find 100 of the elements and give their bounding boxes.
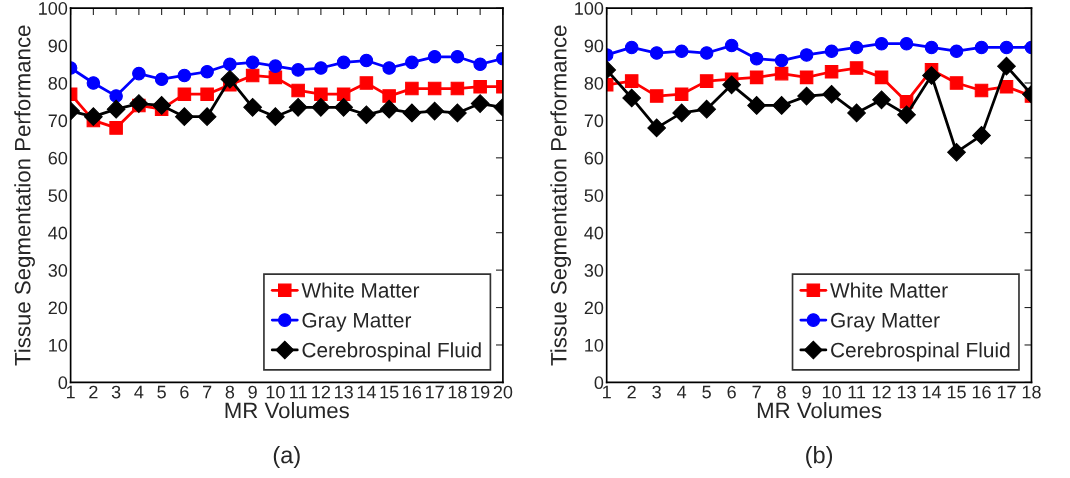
point — [949, 76, 964, 90]
x-tick-label: 20 — [493, 385, 513, 399]
x-tick-label: 5 — [702, 385, 711, 399]
x-tick-label: 18 — [1022, 385, 1041, 399]
point — [649, 89, 664, 103]
point — [314, 61, 328, 75]
point — [872, 90, 891, 110]
point — [266, 107, 285, 127]
point — [268, 59, 283, 73]
point — [674, 87, 689, 101]
x-tick-label: 16 — [972, 385, 991, 399]
y-tick-label: 60 — [48, 151, 68, 165]
y-tick-label: 80 — [48, 76, 68, 90]
point — [132, 66, 146, 81]
x-tick-label: 11 — [848, 385, 866, 399]
x-tick-label: 15 — [947, 385, 966, 399]
point — [425, 101, 444, 121]
point — [197, 107, 217, 127]
legend-label: Gray Matter — [831, 312, 940, 332]
text: (b) — [806, 446, 833, 469]
x-tick-label: 17 — [425, 385, 444, 399]
x-tick-label: 8 — [777, 385, 786, 399]
point — [797, 86, 816, 106]
point — [624, 40, 639, 55]
point — [223, 57, 237, 72]
point — [699, 74, 714, 88]
point — [772, 96, 791, 115]
x-tick-label: 13 — [334, 385, 353, 399]
point — [245, 55, 260, 70]
point — [314, 87, 328, 101]
legend-label: Cerebrospinal Fluid — [831, 342, 1010, 362]
x-tick-label: 19 — [471, 385, 490, 399]
point — [175, 107, 194, 127]
legend-label: Cerebrospinal Fluid — [302, 342, 481, 362]
x-tick-label: 3 — [111, 385, 121, 399]
point — [129, 94, 149, 113]
point — [699, 46, 714, 60]
x-tick-label: 2 — [89, 385, 98, 399]
legend-label: Gray Matter — [302, 312, 412, 332]
point — [997, 56, 1016, 76]
point — [200, 87, 214, 101]
x-tick-label: 3 — [652, 385, 661, 399]
point — [649, 46, 664, 60]
point — [177, 87, 192, 101]
point — [382, 61, 396, 75]
x-tick-label: 18 — [448, 385, 467, 399]
point — [824, 44, 839, 58]
point — [245, 68, 260, 83]
x-tick-label: 4 — [134, 385, 144, 399]
point — [874, 36, 889, 51]
y-tick-label: 0 — [594, 376, 604, 390]
point — [450, 50, 465, 64]
y-tick-label: 100 — [575, 2, 604, 15]
y-tick-label: 40 — [48, 226, 68, 240]
point — [622, 88, 642, 108]
x-tick-label: 7 — [752, 385, 761, 399]
point — [109, 121, 123, 135]
point — [336, 87, 351, 101]
y-tick-label: 90 — [48, 39, 68, 53]
point — [473, 79, 487, 94]
x-tick-label: 12 — [872, 385, 891, 399]
text: (a) — [273, 446, 300, 469]
x-tick-label: 16 — [403, 385, 422, 399]
x-tick-label: 6 — [180, 385, 189, 399]
point — [473, 57, 487, 72]
y-tick-label: 0 — [58, 376, 68, 390]
y-tick-label: 10 — [585, 338, 604, 352]
y-tick-label: 60 — [584, 151, 604, 165]
x-tick-label: 14 — [357, 385, 376, 399]
y-tick-label: 100 — [39, 2, 68, 15]
x-tick-label: 17 — [997, 385, 1016, 399]
point — [379, 99, 399, 119]
point — [774, 53, 789, 68]
point — [427, 81, 442, 96]
point — [288, 97, 308, 117]
point — [291, 63, 305, 77]
x-tick-label: 7 — [203, 385, 212, 399]
y-axis-title: Tissue Segmentation Performance — [550, 25, 572, 366]
point — [672, 103, 692, 123]
x-axis-title: MR Volumes — [757, 402, 882, 419]
y-tick-label: 20 — [48, 301, 68, 315]
y-tick-label: 50 — [48, 189, 68, 202]
point — [999, 40, 1014, 55]
x-tick-label: 1 — [603, 385, 611, 399]
point — [697, 99, 716, 119]
point — [450, 81, 465, 96]
x-tick-label: 5 — [157, 385, 166, 399]
point — [448, 103, 467, 123]
y-tick-label: 70 — [584, 114, 604, 128]
point — [427, 50, 442, 64]
y-tick-label: 90 — [584, 39, 604, 53]
point — [774, 66, 789, 81]
point — [922, 66, 941, 85]
x-tick-label: 13 — [897, 385, 916, 399]
x-axis-title: MR Volumes — [225, 402, 349, 419]
y-axis-title: Tissue Segmentation Performance — [14, 25, 35, 366]
x-tick-label: 1 — [66, 385, 75, 399]
point — [974, 40, 989, 55]
point — [220, 69, 240, 89]
point — [899, 36, 914, 51]
